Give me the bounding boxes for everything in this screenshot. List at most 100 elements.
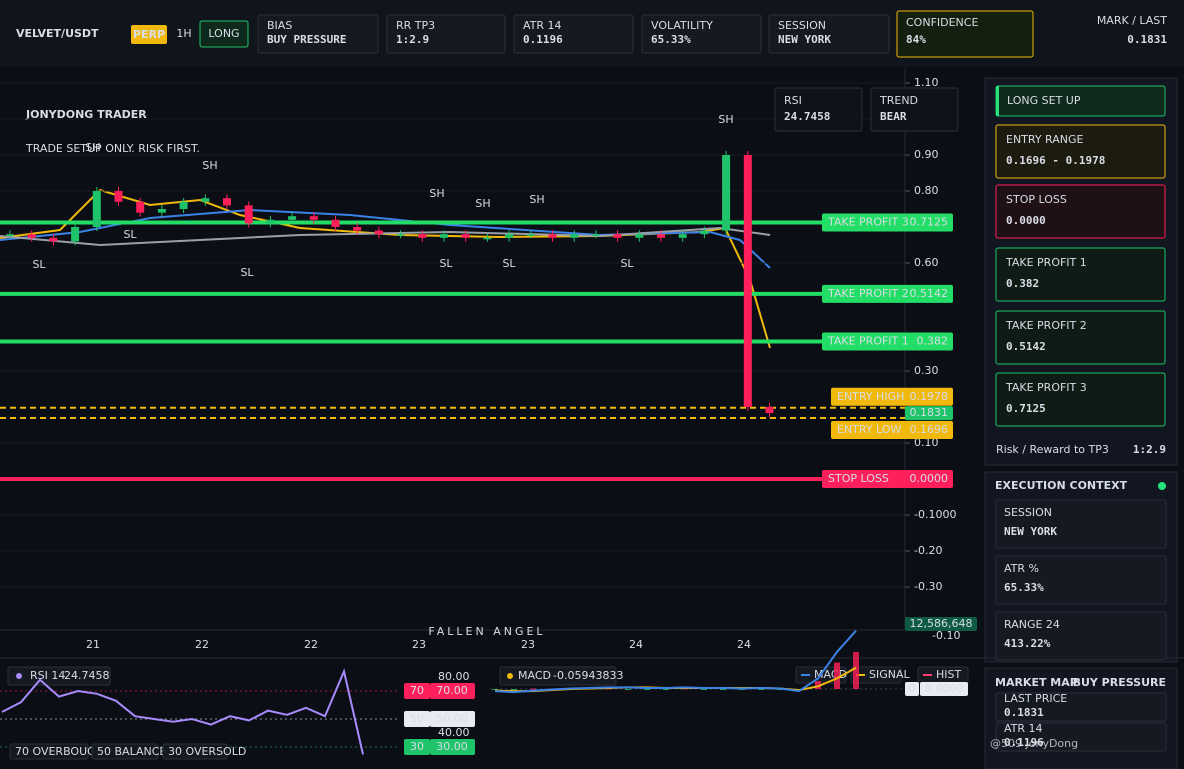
rsi-dot [16, 673, 22, 679]
macd-macd-line [494, 630, 857, 694]
zero-badge [905, 682, 919, 696]
rsi-value: 24.7458 [64, 669, 110, 682]
context-value: 65.33% [1004, 581, 1044, 594]
candle [765, 407, 774, 414]
band-label: 50.00 [436, 712, 468, 725]
candle [483, 237, 492, 240]
side-badge [199, 20, 249, 48]
level-tag [822, 213, 953, 232]
macd-dot [507, 673, 513, 679]
candle [223, 198, 231, 206]
macd-hist [739, 689, 745, 690]
candle [92, 191, 101, 227]
stat-value: BUY PRESSURE [267, 33, 346, 46]
stat-label: SESSION [778, 19, 826, 32]
macd-legend-box [850, 666, 902, 684]
band-badge [404, 739, 430, 755]
info-value: BEAR [880, 110, 907, 123]
zero-badge-text: 0 [909, 682, 916, 695]
perp-badge [131, 25, 167, 44]
candle [374, 230, 383, 235]
info-label: RSI [784, 94, 802, 107]
macd-hist [853, 651, 859, 689]
rsi-line [1, 668, 364, 755]
level-price: 0.5142 [910, 287, 949, 300]
candle [396, 234, 405, 236]
info-value: 24.7458 [784, 110, 830, 123]
context-card [995, 555, 1167, 605]
volume-tag [905, 617, 977, 631]
setup-card [995, 247, 1166, 302]
level-name: TAKE PROFIT 3 [827, 216, 909, 229]
card-label: STOP LOSS [1006, 193, 1067, 206]
context-label: ATR % [1004, 562, 1039, 575]
candle [201, 198, 210, 202]
rsi-title-box [7, 666, 111, 686]
y-tick-label: 1.10 [914, 76, 939, 89]
stat-value: 65.33% [651, 33, 691, 46]
card-value: 0.7125 [1006, 402, 1046, 415]
symbol: VELVET/USDT [16, 27, 99, 40]
card-value: 0.0000 [1006, 214, 1046, 227]
macd-hist [625, 689, 631, 690]
candle [288, 216, 297, 220]
swing-low: SL [439, 257, 453, 270]
candle [244, 205, 253, 224]
level-name: ENTRY LOW [837, 423, 901, 436]
swing-low: SL [32, 258, 46, 271]
stat-value: 1:2.9 [396, 33, 429, 46]
map-card [995, 692, 1167, 722]
card-value: 0.382 [1006, 277, 1039, 290]
setup-card [995, 372, 1166, 427]
band-badge-text: 30 [410, 740, 424, 753]
candle [526, 234, 535, 236]
setup-card [995, 124, 1166, 179]
y-tick-label: 0.90 [914, 148, 939, 161]
macd-hist [701, 689, 707, 690]
candle [27, 234, 36, 238]
info-label: TREND [879, 94, 918, 107]
candle [657, 234, 665, 238]
level-name: ENTRY HIGH [837, 390, 904, 403]
context-card [995, 611, 1167, 661]
map-value: 0.1196 [1004, 736, 1044, 749]
setup-card [995, 310, 1166, 365]
candle [678, 234, 687, 238]
level-tag [822, 284, 953, 303]
x-tick-label: 23 [521, 638, 535, 651]
mark-label: MARK / LAST [1097, 14, 1167, 27]
zero-label-box [920, 682, 968, 696]
macd-legend: SIGNAL [869, 668, 911, 681]
stat-label: RR TP3 [396, 19, 435, 32]
x-tick-label: 24 [737, 638, 751, 651]
legend-box [162, 743, 228, 760]
volume-label: 12,586,648 [910, 617, 973, 630]
macd-tick: -0.10 [932, 629, 960, 642]
timeframe: 1H [176, 27, 191, 40]
macd-hist [511, 689, 517, 691]
setup-title: LONG SET UP [1007, 94, 1081, 107]
x-tick-label: 22 [195, 638, 209, 651]
context-label: SESSION [1004, 506, 1052, 519]
candle [157, 209, 166, 213]
macd-hist [758, 689, 764, 690]
card-label: TAKE PROFIT 1 [1005, 256, 1087, 269]
stat-label: CONFIDENCE [906, 16, 978, 29]
band-badge [404, 711, 430, 727]
stat-card [257, 14, 379, 54]
context-label: RANGE 24 [1004, 618, 1060, 631]
candle [700, 230, 709, 235]
rr-label: Risk / Reward to TP3 [996, 443, 1109, 456]
card-label: ENTRY RANGE [1006, 133, 1084, 146]
candle [418, 234, 427, 238]
band-label: 30.00 [436, 740, 468, 753]
candle [71, 227, 80, 242]
macd-hist [644, 689, 650, 690]
context-card [995, 499, 1167, 549]
y-tick-label: 0.10 [914, 436, 939, 449]
setup-accent [996, 86, 999, 116]
card-value: 0.1696 - 0.1978 [1006, 154, 1105, 167]
card-value: 0.5142 [1006, 340, 1046, 353]
macd-hist [720, 689, 726, 690]
rsi-legend: 30 OVERSOLD [168, 745, 246, 758]
